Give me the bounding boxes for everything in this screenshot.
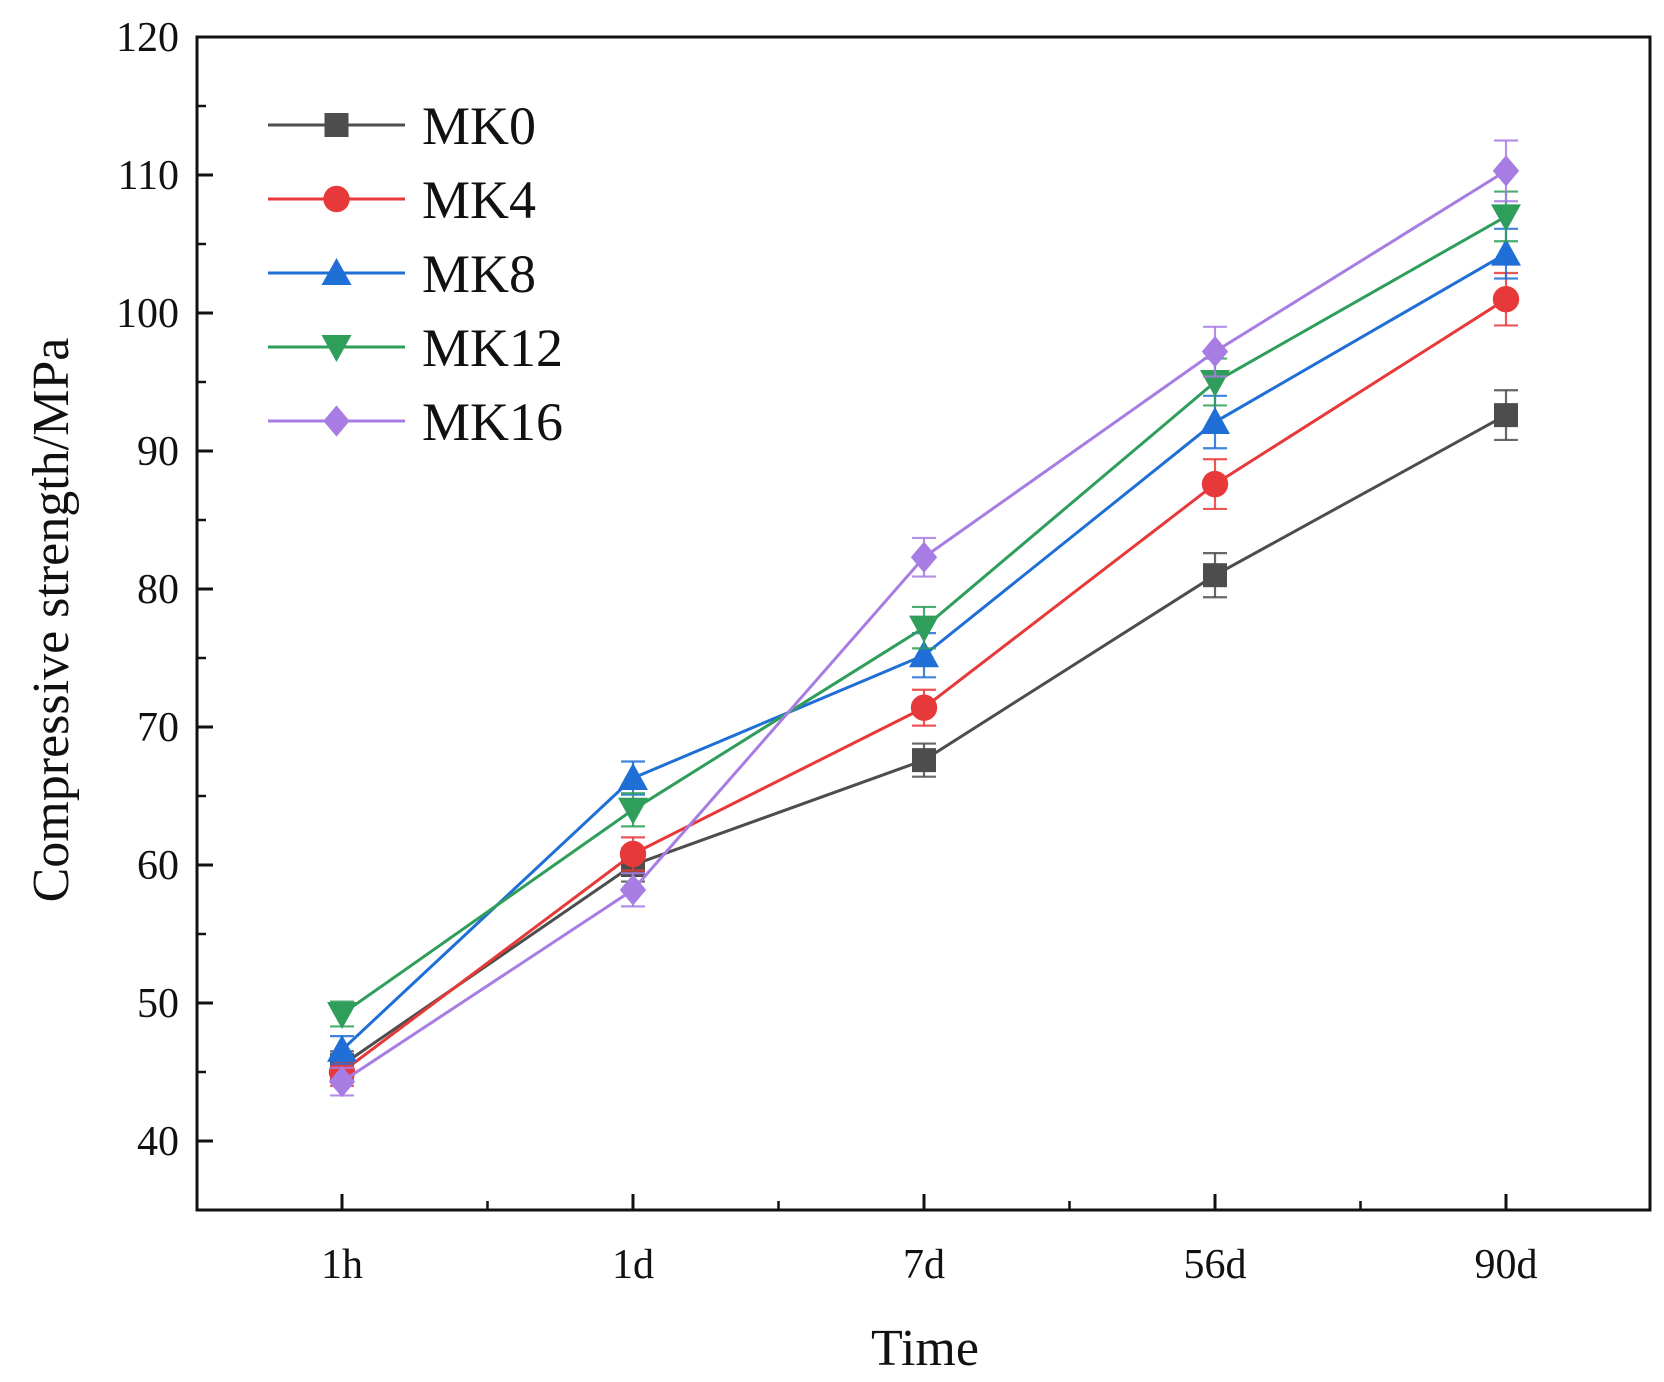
data-point bbox=[1201, 470, 1229, 498]
x-axis-title: Time bbox=[871, 1320, 979, 1377]
data-point bbox=[909, 640, 939, 668]
x-tick-label: 7d bbox=[903, 1242, 945, 1288]
series-mk16 bbox=[328, 139, 1520, 1098]
data-point bbox=[328, 1066, 356, 1098]
y-tick-label: 60 bbox=[137, 843, 179, 889]
data-point bbox=[1203, 563, 1227, 588]
data-point bbox=[1200, 407, 1230, 435]
y-tick-label: 120 bbox=[116, 15, 179, 61]
y-tick-label: 70 bbox=[137, 705, 179, 751]
data-point bbox=[910, 694, 938, 721]
legend-item-mk16: MK16 bbox=[268, 392, 563, 452]
legend-marker bbox=[323, 185, 350, 213]
legend-marker bbox=[321, 258, 352, 285]
y-tick-label: 90 bbox=[137, 429, 179, 475]
legend-marker bbox=[323, 405, 350, 437]
y-tick-label: 100 bbox=[116, 291, 179, 337]
data-point bbox=[910, 541, 938, 573]
legend-label: MK4 bbox=[422, 170, 536, 230]
data-point bbox=[327, 1002, 357, 1030]
legend-item-mk8: MK8 bbox=[268, 244, 536, 304]
data-point bbox=[1492, 286, 1520, 313]
x-tick-label: 56d bbox=[1184, 1242, 1247, 1288]
data-point bbox=[618, 797, 648, 825]
legend-marker bbox=[321, 335, 352, 362]
data-point bbox=[1491, 204, 1521, 232]
data-point bbox=[909, 615, 939, 643]
legend: MK0 MK4 MK8 MK12 MK16 bbox=[268, 96, 563, 452]
legend-label: MK12 bbox=[422, 318, 563, 378]
data-point bbox=[1492, 155, 1520, 187]
legend-item-mk0: MK0 bbox=[268, 96, 536, 156]
data-point bbox=[1494, 403, 1518, 428]
data-point bbox=[327, 1034, 357, 1062]
y-tick-label: 110 bbox=[118, 153, 179, 199]
data-point bbox=[619, 874, 647, 906]
x-tick-label: 90d bbox=[1475, 1242, 1538, 1288]
y-axis-ticks: 40 50 60 70 80 90 100 110 120 bbox=[116, 15, 213, 1165]
data-point bbox=[1201, 336, 1229, 368]
data-point bbox=[912, 748, 936, 773]
x-axis-ticks: 1h 1d 7d 56d 90d bbox=[321, 1194, 1538, 1288]
x-tick-label: 1h bbox=[321, 1242, 363, 1288]
legend-marker bbox=[324, 113, 349, 137]
data-point bbox=[1491, 238, 1521, 266]
legend-item-mk4: MK4 bbox=[268, 170, 536, 230]
y-tick-label: 40 bbox=[137, 1119, 179, 1165]
legend-item-mk12: MK12 bbox=[268, 318, 563, 378]
data-point bbox=[618, 763, 648, 791]
series-mk12 bbox=[327, 190, 1521, 1030]
legend-label: MK0 bbox=[422, 96, 536, 156]
x-tick-label: 1d bbox=[612, 1242, 654, 1288]
data-point bbox=[619, 840, 647, 868]
y-tick-label: 80 bbox=[137, 567, 179, 613]
series-layer bbox=[327, 139, 1521, 1098]
y-axis-title: Compressive strength/MPa bbox=[23, 338, 80, 903]
y-tick-label: 50 bbox=[137, 981, 179, 1027]
legend-label: MK16 bbox=[422, 392, 563, 452]
legend-label: MK8 bbox=[422, 244, 536, 304]
